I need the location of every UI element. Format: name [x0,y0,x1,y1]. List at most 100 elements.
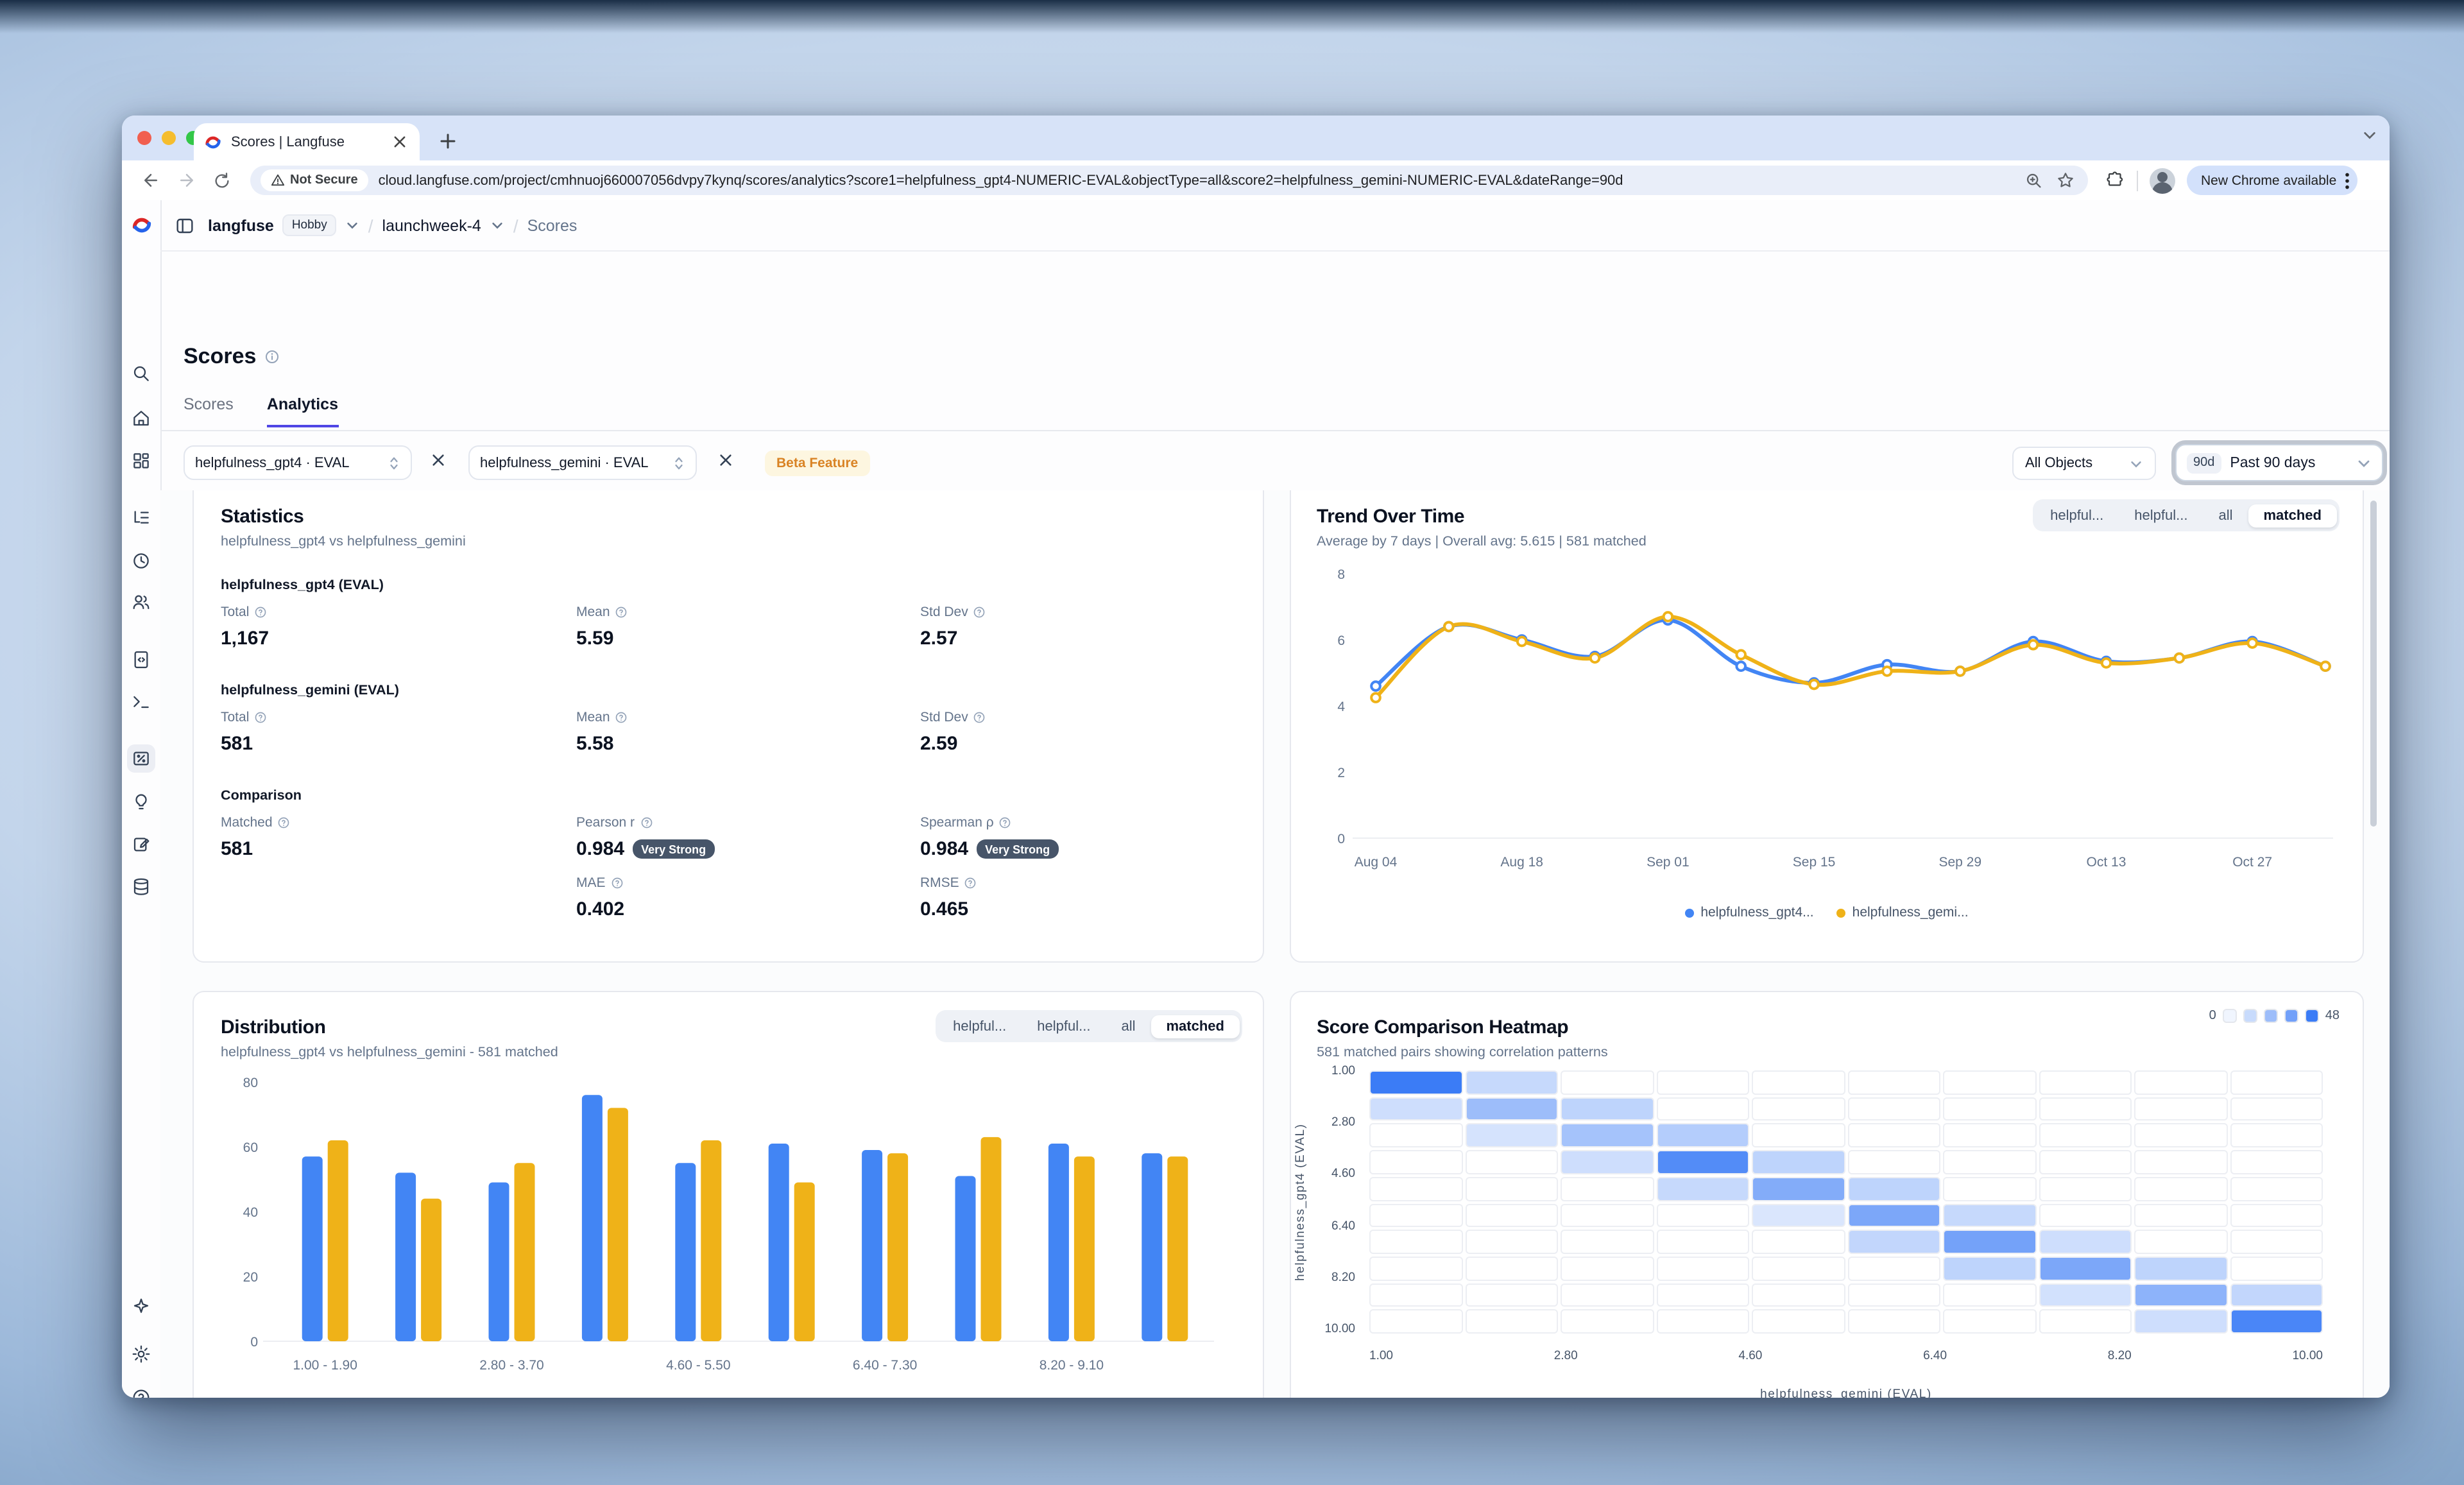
heatmap-cell[interactable] [1943,1150,2036,1174]
tab-analytics[interactable]: Analytics [266,395,338,427]
heatmap-cell[interactable] [1847,1176,1940,1201]
heatmap-cell[interactable] [2134,1256,2227,1281]
sidebar-item-annotation[interactable] [127,830,155,859]
heatmap-cell[interactable] [1561,1150,1654,1174]
heatmap-cell[interactable] [1369,1230,1462,1254]
heatmap-cell[interactable] [2039,1309,2132,1334]
heatmap-cell[interactable] [1847,1150,1940,1174]
heatmap-cell[interactable] [1847,1070,1940,1095]
object-type-select[interactable]: All Objects [2012,447,2156,480]
heatmap-cell[interactable] [1369,1283,1462,1307]
heatmap-cell[interactable] [1656,1230,1749,1254]
heatmap-cell[interactable] [1561,1097,1654,1121]
sidebar-item-sessions[interactable] [127,547,155,575]
heatmap-cell[interactable] [1369,1097,1462,1121]
heatmap-cell[interactable] [2134,1097,2227,1121]
url-bar[interactable]: Not Secure cloud.langfuse.com/project/cm… [250,166,2088,195]
heatmap-cell[interactable] [2230,1176,2323,1201]
sidebar-item-settings[interactable] [127,1340,155,1368]
heatmap-cell[interactable] [2134,1309,2227,1334]
legend-item[interactable]: helpfulness_gpt4... [1685,905,1814,920]
heatmap-cell[interactable] [1752,1070,1845,1095]
sidebar-item-prompts[interactable] [127,646,155,674]
heatmap-cell[interactable] [1656,1176,1749,1201]
zoom-page-icon[interactable] [2025,171,2043,189]
forward-button[interactable] [171,165,201,196]
sidebar-item-playground[interactable] [127,688,155,716]
heatmap-cell[interactable] [1847,1097,1940,1121]
heatmap-cell[interactable] [2134,1123,2227,1148]
help-icon[interactable] [254,606,267,619]
minimize-window-button[interactable] [162,131,176,145]
heatmap-cell[interactable] [1752,1256,1845,1281]
profile-avatar[interactable] [2150,167,2175,193]
heatmap-cell[interactable] [1847,1123,1940,1148]
heatmap-cell[interactable] [2230,1070,2323,1095]
tab-search-chevron-icon[interactable] [2363,128,2377,142]
breadcrumb-project[interactable]: launchweek-4 [382,216,481,234]
heatmap-cell[interactable] [1752,1203,1845,1228]
sidebar-item-scores[interactable] [127,744,155,773]
sidebar-item-dashboards[interactable] [127,447,155,475]
trend-tab-3[interactable]: matched [2248,504,2337,527]
heatmap-cell[interactable] [1465,1150,1558,1174]
heatmap-cell[interactable] [2039,1256,2132,1281]
trend-tab-2[interactable]: all [2218,508,2233,523]
heatmap-cell[interactable] [1369,1203,1462,1228]
heatmap-cell[interactable] [1847,1203,1940,1228]
help-icon[interactable] [615,606,628,619]
sidebar-item-support[interactable] [127,1384,155,1398]
score1-filter-chip[interactable]: helpfulness_gpt4 · EVAL [184,445,412,480]
sidebar-item-datasets[interactable] [127,873,155,901]
heatmap-cell[interactable] [1465,1123,1558,1148]
heatmap-cell[interactable] [1369,1309,1462,1334]
extensions-icon[interactable] [2106,171,2125,190]
heatmap-cell[interactable] [1752,1150,1845,1174]
help-icon[interactable] [999,816,1012,829]
reload-button[interactable] [207,165,237,196]
heatmap-cell[interactable] [2134,1203,2227,1228]
heatmap-cell[interactable] [2039,1283,2132,1307]
heatmap-cell[interactable] [1465,1070,1558,1095]
back-button[interactable] [135,165,166,196]
help-icon[interactable] [278,816,291,829]
remove-score2-icon[interactable] [719,453,733,467]
url-text[interactable]: cloud.langfuse.com/project/cmhnuoj660007… [378,173,1623,188]
sidebar-item-search[interactable] [127,359,155,388]
sidebar-toggle-icon[interactable] [171,211,199,239]
score2-filter-chip[interactable]: helpfulness_gemini · EVAL [468,445,697,480]
heatmap-cell[interactable] [1465,1203,1558,1228]
heatmap-cell[interactable] [1752,1176,1845,1201]
distribution-tab-3[interactable]: matched [1151,1015,1240,1038]
heatmap-cell[interactable] [1465,1283,1558,1307]
sidebar-item-users[interactable] [127,588,155,616]
heatmap-cell[interactable] [2230,1309,2323,1334]
legend-item[interactable]: helpfulness_gemi... [1836,905,1969,920]
distribution-tab-2[interactable]: all [1121,1018,1136,1034]
heatmap-cell[interactable] [2230,1150,2323,1174]
heatmap-cell[interactable] [1656,1203,1749,1228]
heatmap-cell[interactable] [1465,1309,1558,1334]
heatmap-cell[interactable] [1847,1230,1940,1254]
date-range-select[interactable]: 90d Past 90 days [2175,444,2383,481]
vertical-scrollbar[interactable] [2370,501,2377,827]
sidebar-item-home[interactable] [127,404,155,433]
heatmap-cell[interactable] [1656,1309,1749,1334]
help-icon[interactable] [640,816,653,829]
heatmap-cell[interactable] [1369,1256,1462,1281]
kebab-menu-icon[interactable] [2344,171,2349,189]
heatmap-cell[interactable] [1465,1097,1558,1121]
heatmap-cell[interactable] [1369,1176,1462,1201]
sidebar-item-sparkle[interactable] [127,1292,155,1321]
heatmap-cell[interactable] [1847,1283,1940,1307]
heatmap-cell[interactable] [1752,1097,1845,1121]
heatmap-cell[interactable] [1369,1150,1462,1174]
langfuse-logo[interactable] [131,214,153,236]
heatmap-cell[interactable] [1561,1203,1654,1228]
heatmap-cell[interactable] [1943,1123,2036,1148]
project-chevron-down-icon[interactable] [490,218,504,232]
help-icon[interactable] [254,711,267,724]
heatmap-cell[interactable] [2134,1230,2227,1254]
sidebar-item-evaluation[interactable] [127,788,155,816]
heatmap-cell[interactable] [2230,1203,2323,1228]
